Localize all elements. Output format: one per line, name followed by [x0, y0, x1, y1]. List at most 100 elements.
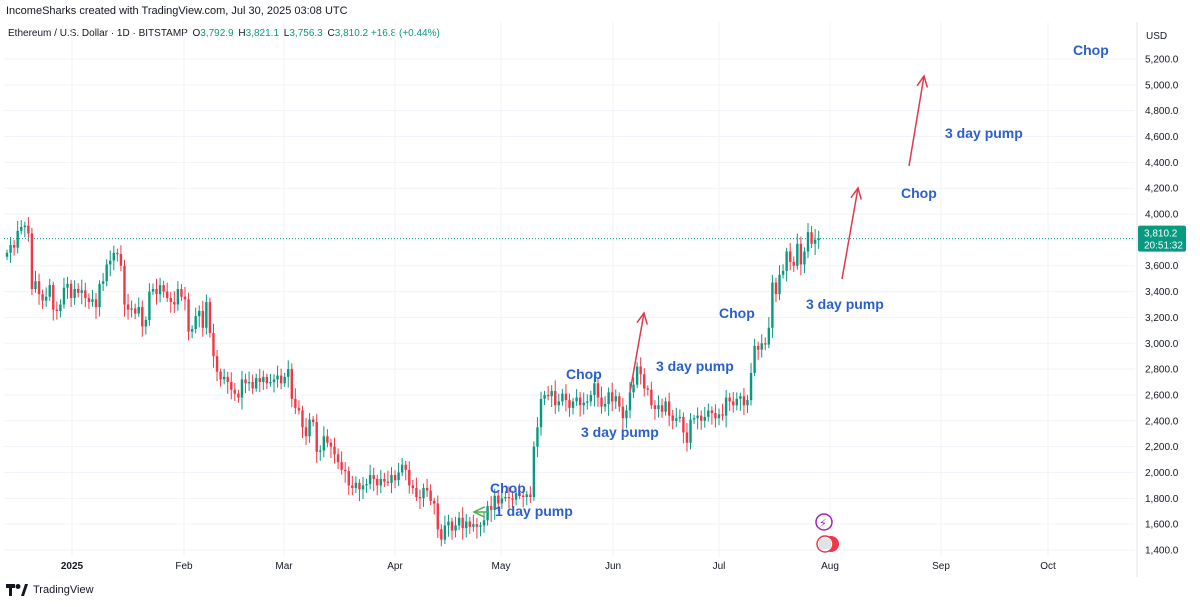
candle-body [514, 493, 518, 500]
annotation-label: 3 day pump [581, 424, 659, 440]
price-tick-label: 2,600.0 [1145, 390, 1179, 401]
tradingview-logo-icon [6, 584, 28, 596]
candle-body [162, 285, 165, 292]
candle-body [94, 299, 98, 308]
projection-arrows [472, 74, 929, 518]
candle-body [59, 304, 62, 311]
candle-body [700, 415, 703, 421]
candle-body [354, 482, 358, 488]
candle-body [625, 410, 628, 419]
price-tick-label: 3,000.0 [1145, 339, 1179, 350]
candle-body [682, 416, 685, 433]
candle-body [493, 495, 496, 510]
candle-body [109, 260, 112, 265]
candle-body [376, 478, 379, 486]
event-markers[interactable]: ⚡ [815, 513, 839, 553]
price-tick-label: 5,000.0 [1145, 80, 1179, 91]
chart-credit: IncomeSharks created with TradingView.co… [0, 0, 1200, 22]
candle-body [760, 343, 763, 350]
lightning-icon: ⚡ [819, 517, 827, 530]
candle-body [16, 230, 19, 248]
candle-body [23, 225, 26, 227]
time-tick-label: Mar [275, 561, 293, 572]
candle-body [66, 283, 69, 288]
candle-body [707, 410, 710, 417]
candle-body [724, 397, 728, 416]
arrow-sep [908, 75, 925, 167]
annotation-label: Chop [490, 480, 526, 496]
candle-body [728, 397, 731, 402]
candle-body [258, 378, 261, 383]
candle-body [532, 446, 536, 498]
candle-body [319, 450, 322, 452]
candle-body [482, 520, 486, 526]
candle-body [678, 416, 682, 419]
open-value: 3,792.9 [200, 28, 234, 39]
price-tick-label: 3,400.0 [1145, 287, 1179, 298]
candle-body [689, 419, 692, 443]
candle-body [44, 296, 48, 301]
candle-body [692, 418, 696, 420]
candle-body [368, 475, 372, 485]
candle-body [408, 469, 411, 486]
candle-body [5, 252, 9, 257]
candle-body [262, 376, 265, 383]
candle-body [543, 394, 546, 399]
candle-body [461, 517, 464, 529]
candle-body [351, 485, 354, 488]
candle-body [486, 506, 489, 521]
candle-body [116, 252, 119, 255]
candle-body [20, 226, 23, 231]
candle-body [799, 243, 803, 265]
candle-body [600, 397, 603, 407]
price-axis[interactable]: USD 1,400.0 1,600.0 1,800.0 2,000.0 2,200.0 2… [1145, 31, 1179, 557]
candle-body [571, 401, 575, 408]
candle-body [73, 288, 76, 299]
candle-body [657, 405, 660, 410]
candle-body [361, 485, 365, 490]
candle-body [283, 376, 286, 384]
candle-body [671, 415, 674, 421]
candle-body [454, 525, 457, 531]
candle-body [465, 521, 468, 529]
candle-body [422, 487, 425, 499]
candle-body [415, 487, 418, 498]
candle-body [539, 398, 543, 428]
candle-body [233, 389, 237, 394]
earnings-event-icon[interactable] [815, 513, 833, 531]
candle-body [133, 308, 137, 314]
candle-body [105, 264, 108, 282]
candle-body [247, 382, 251, 384]
candle-body [500, 498, 504, 504]
time-tick-label: Sep [932, 561, 950, 572]
candle-body [507, 497, 511, 499]
candle-body [372, 475, 375, 479]
candle-body [98, 283, 101, 308]
time-axis[interactable]: 2025 Feb Mar Apr May Jun Jul Aug Sep Oct [61, 561, 1056, 572]
candle-body [279, 375, 283, 384]
candle-body [756, 345, 760, 350]
time-tick-label: Feb [175, 561, 193, 572]
candle-body [739, 396, 742, 399]
candle-body [400, 464, 404, 473]
candle-body [69, 283, 73, 299]
symbol-name[interactable]: Ethereum / U.S. Dollar · 1D · BITSTAMP [8, 28, 188, 39]
candle-body [333, 446, 336, 455]
candle-body [148, 291, 151, 321]
high-label: H [238, 28, 246, 39]
candle-body [653, 405, 657, 410]
candle-body [429, 490, 432, 501]
candle-body [80, 290, 83, 293]
candle-body [322, 436, 326, 451]
candle-body [91, 299, 94, 302]
green-arrow-head [472, 506, 486, 518]
price-tick-label: 2,800.0 [1145, 365, 1179, 376]
candle-body [457, 517, 461, 526]
tradingview-footer[interactable]: TradingView [6, 584, 94, 596]
candle-body [643, 374, 646, 389]
candle-body [764, 343, 767, 345]
candle-body [12, 245, 16, 248]
candle-body [194, 316, 197, 330]
candle-body [393, 475, 397, 481]
